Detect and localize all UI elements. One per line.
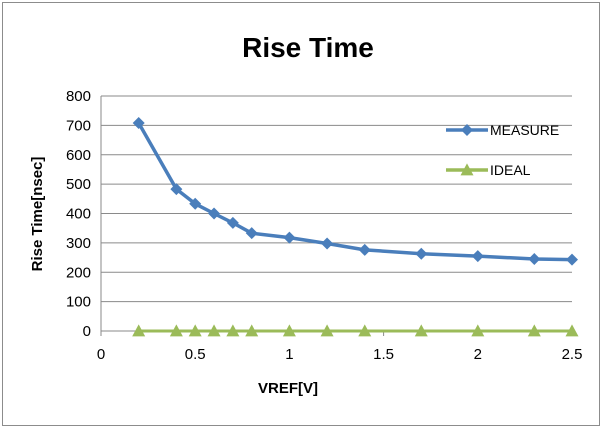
- x-tick-label-0.5: 0.5: [185, 346, 206, 363]
- data-point-measure: [471, 250, 484, 263]
- legend-marker-measure: [461, 124, 473, 136]
- y-tick-label-700: 700: [66, 117, 91, 134]
- x-axis-label: VREF[V]: [258, 380, 318, 397]
- data-point-measure: [226, 216, 239, 229]
- series-measure: [132, 117, 578, 266]
- data-point-ideal: [414, 324, 428, 337]
- data-point-ideal: [565, 324, 579, 337]
- legend: MEASURE IDEAL: [446, 122, 559, 178]
- data-point-measure: [245, 227, 258, 240]
- tick-labels: 0 100 200 300 400 500 600 700 800 0 0.5 1 1.5 2 2.5: [66, 88, 582, 363]
- data-point-measure: [283, 231, 296, 244]
- x-tick-label-1: 1: [285, 346, 293, 363]
- data-point-measure: [132, 117, 145, 130]
- data-point-ideal: [207, 324, 221, 337]
- y-tick-label-200: 200: [66, 264, 91, 281]
- data-point-measure: [358, 243, 371, 256]
- legend-label-ideal: IDEAL: [490, 162, 531, 178]
- y-tick-label-800: 800: [66, 88, 91, 105]
- y-tick-label-600: 600: [66, 147, 91, 164]
- x-tick-label-1.5: 1.5: [373, 346, 394, 363]
- x-tick-label-2.5: 2.5: [562, 346, 583, 363]
- series-line-measure: [137, 122, 573, 262]
- data-point-ideal: [245, 324, 259, 337]
- y-tick-label-500: 500: [66, 176, 91, 193]
- y-tick-label-0: 0: [83, 323, 91, 340]
- data-point-ideal: [226, 324, 240, 337]
- data-point-ideal: [527, 324, 541, 337]
- series-ideal: [132, 324, 579, 337]
- data-point-ideal: [358, 324, 372, 337]
- data-point-ideal: [132, 324, 146, 337]
- grid-lines: [101, 95, 572, 303]
- y-tick-label-300: 300: [66, 235, 91, 252]
- legend-label-measure: MEASURE: [490, 122, 559, 138]
- data-point-measure: [321, 237, 334, 250]
- data-point-measure: [170, 183, 183, 196]
- y-axis-label: Rise Time[nsec]: [29, 157, 46, 272]
- data-point-ideal: [188, 324, 202, 337]
- data-point-ideal: [169, 324, 183, 337]
- x-tick-label-2: 2: [474, 346, 482, 363]
- data-point-measure: [189, 197, 202, 210]
- chart-title: Rise Time: [242, 32, 374, 63]
- x-tick-label-0: 0: [97, 346, 105, 363]
- data-point-measure: [566, 253, 578, 266]
- y-tick-label-400: 400: [66, 206, 91, 223]
- data-point-measure: [528, 253, 541, 266]
- data-point-ideal: [320, 324, 334, 337]
- data-point-ideal: [471, 324, 485, 337]
- data-point-measure: [208, 207, 221, 220]
- series: [132, 117, 579, 337]
- data-point-measure: [415, 247, 428, 260]
- legend-marker-ideal: [460, 163, 474, 176]
- data-point-ideal: [282, 324, 296, 337]
- y-tick-label-100: 100: [66, 294, 91, 311]
